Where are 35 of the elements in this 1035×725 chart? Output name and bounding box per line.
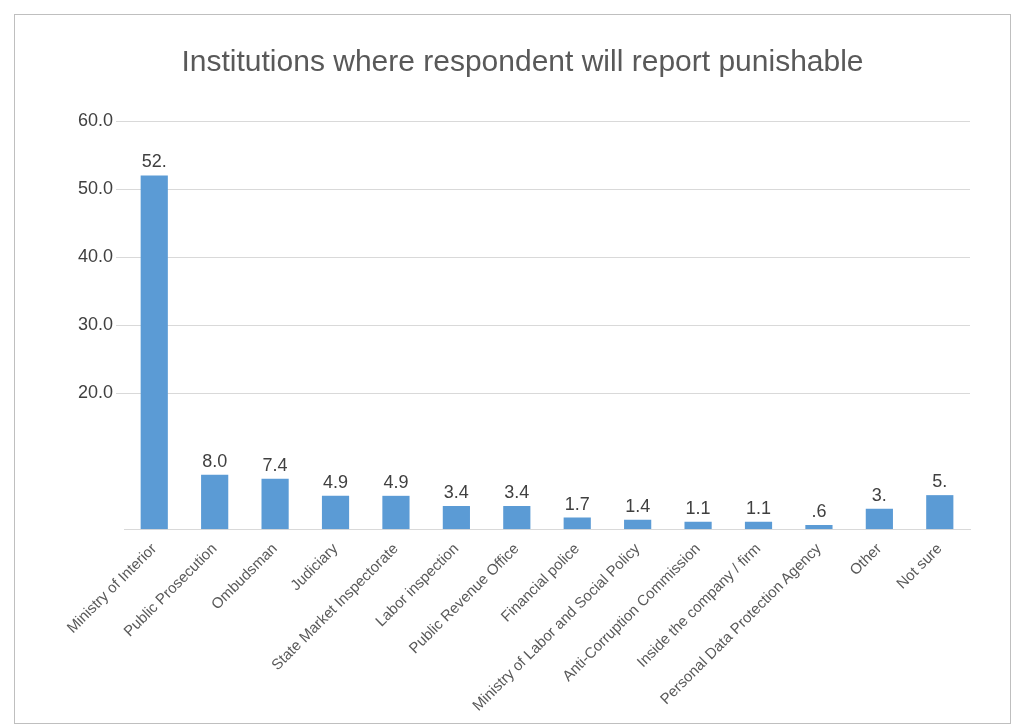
bar — [442, 506, 470, 530]
bar — [624, 519, 652, 530]
y-tick-label: 30.0 — [77, 314, 114, 335]
x-tick-label: Not sure — [892, 539, 945, 592]
data-label: 4.9 — [323, 471, 349, 492]
bar — [684, 521, 712, 530]
y-tick-label: 50.0 — [77, 177, 114, 198]
bar — [865, 508, 893, 530]
data-label: 1.1 — [685, 497, 711, 518]
bar — [744, 521, 773, 530]
data-label: 3.4 — [443, 481, 469, 502]
bar — [926, 495, 954, 530]
data-label: 4.9 — [383, 471, 409, 492]
data-label: 1.7 — [564, 493, 590, 514]
data-label: 1.4 — [625, 495, 651, 516]
data-label: 7.4 — [262, 454, 288, 475]
y-tick-label: 60.0 — [77, 109, 114, 130]
bar — [261, 478, 289, 530]
y-tick-label: 40.0 — [77, 246, 114, 267]
data-label: 3.4 — [504, 481, 530, 502]
bar — [140, 175, 168, 530]
y-tick-label: 20.0 — [77, 382, 114, 403]
data-label: 1.1 — [745, 497, 772, 518]
data-label: 8.0 — [202, 450, 228, 471]
bar — [201, 474, 229, 530]
bar — [503, 506, 531, 530]
data-label: 52. — [141, 151, 167, 172]
bar — [321, 495, 350, 530]
data-label: .6 — [811, 501, 827, 522]
chart-title: Institutions where respondent will report punishable — [181, 44, 864, 78]
bar — [805, 525, 833, 530]
bar — [382, 495, 410, 530]
data-label: 5. — [932, 471, 948, 492]
data-label: 3. — [871, 484, 887, 505]
bar — [563, 517, 591, 530]
